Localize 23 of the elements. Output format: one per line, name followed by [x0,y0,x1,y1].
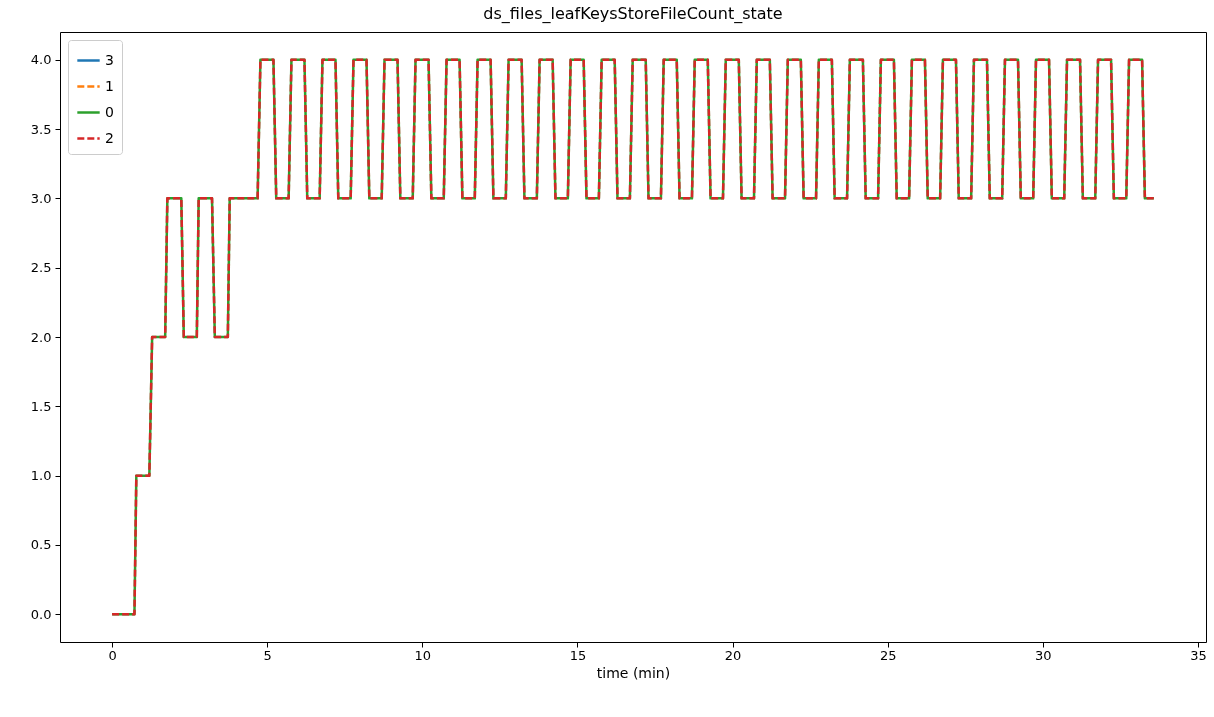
y-tick-label: 2.5 [30,260,52,276]
y-tick-label: 3.0 [30,190,52,206]
x-tick-label: 15 [569,647,587,663]
x-tick-label: 25 [879,647,897,663]
y-tick-label: 2.0 [30,329,52,345]
legend-label: 3 [105,51,114,68]
y-tick-label: 1.5 [30,398,52,414]
y-tick-label: 0.0 [30,606,52,622]
x-tick-label: 20 [724,647,742,663]
legend-label: 2 [105,129,114,146]
y-tick-label: 0.5 [30,537,52,553]
x-tick-label: 35 [1190,647,1207,663]
x-tick-label: 0 [108,647,117,663]
x-tick-label: 5 [263,647,272,663]
x-axis-title: time (min) [596,664,671,681]
y-tick-label: 3.5 [30,121,52,137]
chart-title: ds_files_leafKeysStoreFileCount_state [483,4,783,24]
legend-label: 0 [105,103,114,120]
x-tick-label: 30 [1035,647,1052,663]
legend-label: 1 [105,77,114,94]
y-tick-label: 4.0 [30,52,52,68]
x-tick-label: 10 [414,647,432,663]
y-tick-label: 1.0 [30,468,52,484]
